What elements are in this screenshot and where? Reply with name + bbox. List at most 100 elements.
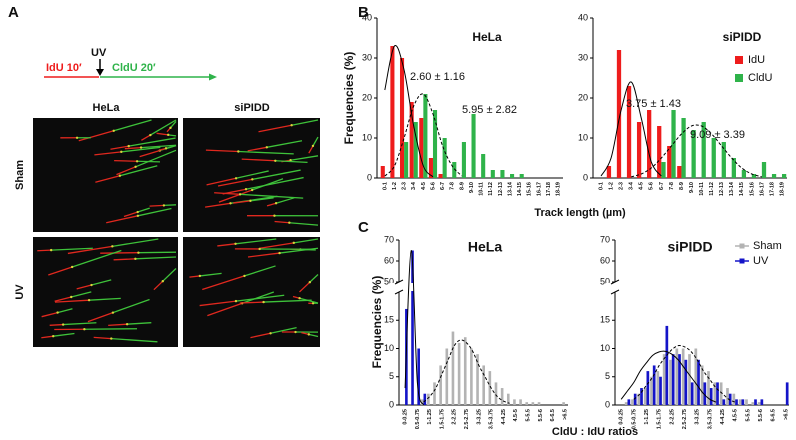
break-mark xyxy=(610,279,620,285)
fit-curve xyxy=(384,93,463,177)
x-tick-label: 14-15 xyxy=(739,182,745,196)
x-tick-label: 6-7 xyxy=(440,182,446,190)
bar xyxy=(738,399,742,405)
fiber xyxy=(156,132,169,136)
bar xyxy=(500,170,505,178)
x-tick-label: 3-4 xyxy=(629,181,635,190)
x-tick-label: 4.5-5 xyxy=(513,409,519,422)
fiber xyxy=(123,211,138,218)
x-tick-label: >6.5 xyxy=(783,409,789,420)
fiber xyxy=(91,279,112,286)
bar xyxy=(411,250,414,405)
x-tick-label: 3.5-3.75 xyxy=(707,409,713,429)
x-tick-label: 15-16 xyxy=(749,182,755,196)
fiber-overlap xyxy=(311,302,315,305)
x-tick-label: 11-12 xyxy=(709,182,715,196)
x-tick-label: 13-14 xyxy=(507,181,513,196)
x-tick-label: 7-8 xyxy=(450,182,456,190)
bar xyxy=(751,174,757,178)
x-tick-label: 16-17 xyxy=(759,182,765,196)
bar xyxy=(413,122,418,178)
legend-label: CldU xyxy=(748,72,773,84)
fiber-overlap xyxy=(137,251,140,254)
bar xyxy=(760,399,764,405)
bar xyxy=(463,337,467,405)
bar xyxy=(636,122,642,178)
fiber-overlap xyxy=(49,248,53,252)
fiber xyxy=(289,222,319,226)
bar xyxy=(691,130,696,178)
fiber-overlap xyxy=(125,323,129,326)
x-tick-label: 3-4 xyxy=(411,181,417,190)
x-tick-label: 8-9 xyxy=(679,182,685,190)
fiber xyxy=(149,204,164,207)
fiber xyxy=(108,323,128,327)
fiber-overlap xyxy=(118,174,122,177)
fiber xyxy=(309,274,319,283)
fiber-overlap xyxy=(127,144,130,148)
column-label: siPIDD xyxy=(234,102,270,114)
x-tick-label: >6.5 xyxy=(562,409,568,420)
fiber xyxy=(275,197,295,204)
bar xyxy=(732,393,736,405)
fiber-overlap xyxy=(288,221,291,224)
fiber xyxy=(94,151,122,156)
bar xyxy=(423,393,427,405)
bar xyxy=(652,365,656,405)
y-tick-label: 0 xyxy=(583,172,588,182)
y-tick-label: 60 xyxy=(384,255,394,265)
fiber xyxy=(266,140,303,148)
fiber xyxy=(218,189,253,203)
bar xyxy=(488,371,492,405)
x-tick-label: 2-2.25 xyxy=(669,409,675,425)
x-tick-label: 1-1.25 xyxy=(644,409,650,425)
legend-swatch xyxy=(739,258,745,264)
y-tick-label: 0 xyxy=(367,172,372,182)
fiber xyxy=(189,275,200,278)
fiber-overlap xyxy=(243,274,246,278)
x-tick-label: 0-0.25 xyxy=(403,409,409,425)
y-axis-label: Frequencies (%) xyxy=(342,52,356,145)
bar xyxy=(482,365,485,405)
legend-swatch xyxy=(735,56,743,64)
bar xyxy=(420,399,424,405)
y-tick-label: 15 xyxy=(600,315,610,325)
fiber-overlap xyxy=(164,147,168,150)
x-tick-label: 3.5-3.75 xyxy=(489,409,495,429)
fiber xyxy=(114,159,138,162)
fiber-overlap xyxy=(289,159,292,162)
bar xyxy=(731,158,736,178)
bar xyxy=(500,388,504,405)
idu-label: IdU 10′ xyxy=(46,62,82,74)
x-tick-label: 2.5-2.75 xyxy=(464,409,470,429)
fiber xyxy=(113,119,152,132)
fiber xyxy=(41,335,54,339)
fiber xyxy=(54,296,72,302)
x-tick-label: 0-1 xyxy=(382,182,388,190)
x-tick-label: 6-6.5 xyxy=(771,409,777,422)
fiber xyxy=(247,146,267,152)
fiber xyxy=(89,297,121,301)
bar xyxy=(471,114,476,178)
cldu-label: CldU 20′ xyxy=(112,62,156,74)
x-tick-label: 15-16 xyxy=(527,182,533,196)
uv-label: UV xyxy=(91,47,107,59)
fiber xyxy=(116,166,136,176)
x-axis-label: Track length (µm) xyxy=(534,207,626,219)
x-tick-label: 5-5.5 xyxy=(745,409,751,422)
fiber xyxy=(124,146,142,150)
fiber xyxy=(78,130,114,142)
bar xyxy=(707,371,710,405)
fiber xyxy=(113,258,136,261)
x-tick-label: 0-1 xyxy=(598,182,604,190)
bar xyxy=(452,162,457,178)
fiber xyxy=(301,332,309,335)
bar xyxy=(490,170,495,178)
fiber xyxy=(106,215,139,224)
chart-title: siPIDD xyxy=(723,30,762,44)
fiber xyxy=(127,322,152,325)
x-tick-label: 5.5-6 xyxy=(758,409,764,422)
fiber xyxy=(242,291,275,304)
fiber xyxy=(238,150,294,155)
image-background xyxy=(33,118,178,232)
